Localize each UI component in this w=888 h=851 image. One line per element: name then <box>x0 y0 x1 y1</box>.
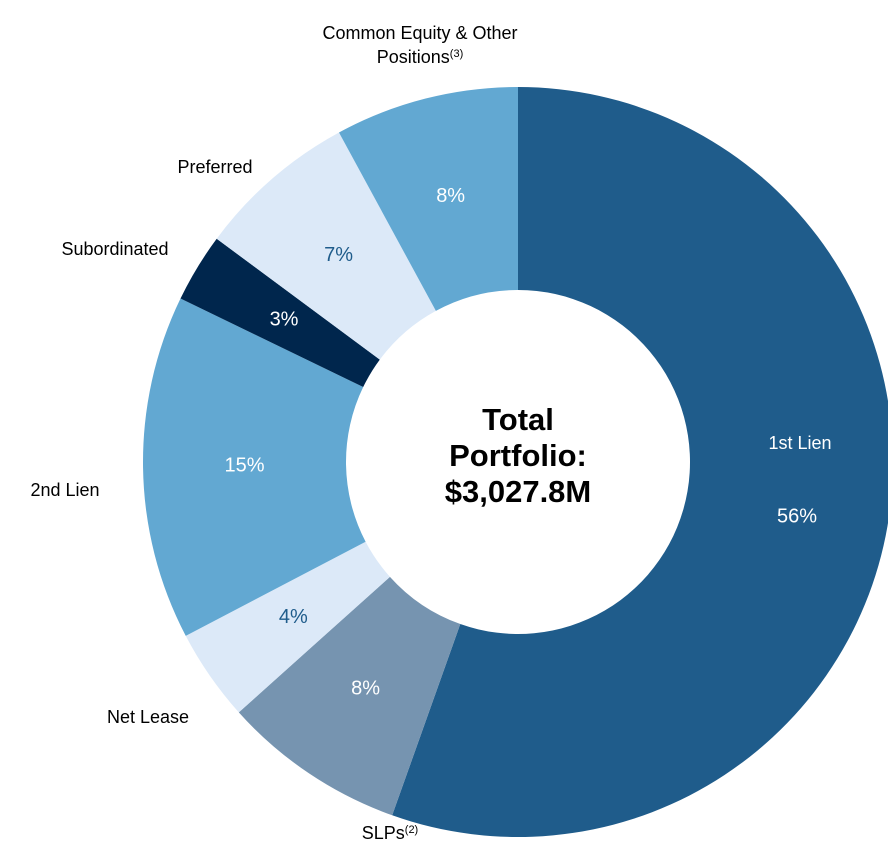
category-label: 2nd Lien <box>0 478 185 502</box>
value-label: 15% <box>225 455 265 477</box>
value-label: 56% <box>777 505 817 527</box>
category-text: Preferred <box>177 157 253 177</box>
category-label: Subordinated <box>0 237 235 261</box>
donut-slice <box>338 87 518 311</box>
value-label: 7% <box>324 244 353 266</box>
value-label: 3% <box>270 309 299 331</box>
category-text: Subordinated <box>61 239 169 259</box>
category-text: 2nd Lien <box>30 480 100 500</box>
category-text: Common Equity & Other Positions <box>322 23 518 67</box>
donut-slice <box>216 132 436 360</box>
donut-slice <box>180 238 380 388</box>
center-text: Total <box>482 402 554 437</box>
category-label: Common Equity & Other Positions(3) <box>320 21 520 69</box>
category-text: SLPs <box>361 823 405 843</box>
donut-slice <box>238 576 461 816</box>
value-label: 8% <box>351 677 380 699</box>
category-text: 1st Lien <box>768 433 832 453</box>
category-label: 1st Lien <box>680 431 888 455</box>
donut-slice <box>143 298 366 636</box>
footnote-marker: (3) <box>449 48 464 60</box>
category-label: SLPs(2) <box>270 821 510 845</box>
center-text: Portfolio: <box>449 438 587 473</box>
value-label: 4% <box>279 606 308 628</box>
donut-slice <box>185 541 390 713</box>
category-label: Preferred <box>95 155 335 179</box>
category-text: Net Lease <box>106 707 190 727</box>
footnote-marker: (2) <box>404 824 419 836</box>
value-label: 8% <box>436 185 465 207</box>
donut-slice <box>392 87 888 837</box>
category-label: Net Lease <box>28 705 268 729</box>
center-text: $3,027.8M <box>445 474 592 509</box>
